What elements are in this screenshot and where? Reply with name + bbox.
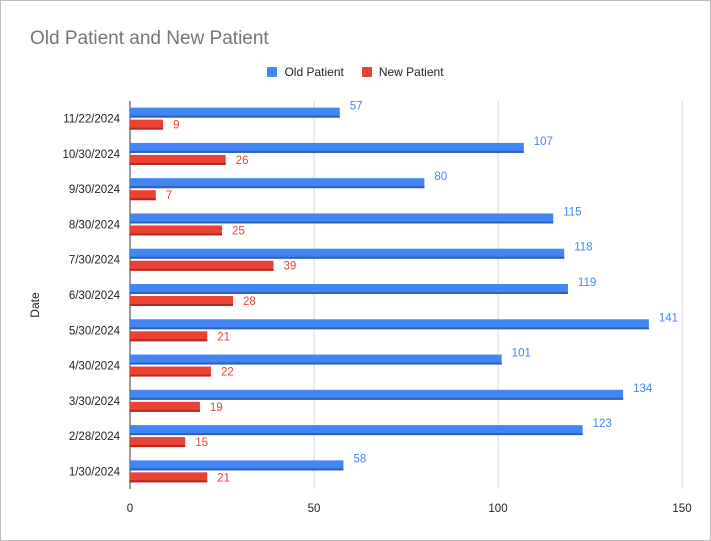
bar-new-patient xyxy=(130,366,211,377)
y-tick-label: 4/30/2024 xyxy=(69,361,121,373)
x-tick-label: 0 xyxy=(127,503,133,515)
bar-old-patient xyxy=(130,460,344,471)
bar-old-patient xyxy=(130,319,649,330)
data-label-new-patient: 25 xyxy=(232,225,245,237)
bar-old-patient xyxy=(130,178,425,189)
x-tick-label: 100 xyxy=(488,503,507,515)
legend-swatch-old-patient xyxy=(267,67,278,77)
chart-title: Old Patient and New Patient xyxy=(30,28,269,49)
bar-edge-new-patient xyxy=(130,304,234,306)
bar-new-patient xyxy=(130,119,164,130)
bar-edge-new-patient xyxy=(130,162,226,165)
data-label-new-patient: 7 xyxy=(166,190,172,202)
y-tick-label: 9/30/2024 xyxy=(69,184,121,196)
data-label-new-patient: 28 xyxy=(243,296,256,308)
bar-old-patient xyxy=(130,389,624,400)
data-label-old-patient: 123 xyxy=(593,418,612,430)
x-tick-label: 50 xyxy=(308,503,321,515)
data-label-old-patient: 119 xyxy=(578,277,596,289)
bar-old-patient xyxy=(130,284,568,294)
bar-new-patient xyxy=(130,401,200,412)
bar-edge-old-patient xyxy=(130,150,524,153)
bar-edge-new-patient xyxy=(130,198,156,201)
bar-old-patient xyxy=(130,354,502,365)
bar-edge-old-patient xyxy=(130,256,565,259)
bar-new-patient xyxy=(130,331,208,342)
bar-edge-old-patient xyxy=(130,433,583,436)
bar-edge-old-patient xyxy=(130,292,568,294)
legend-label-new-patient: New Patient xyxy=(378,65,444,79)
y-tick-label: 11/22/2024 xyxy=(63,114,120,126)
bar-edge-new-patient xyxy=(130,374,211,377)
data-label-new-patient: 9 xyxy=(173,120,179,132)
legend-item-new-patient[interactable]: New Patient xyxy=(361,65,444,79)
data-label-old-patient: 141 xyxy=(659,312,678,324)
data-label-new-patient: 21 xyxy=(217,331,230,343)
chart-legend: Old Patient New Patient xyxy=(1,65,710,79)
bar-old-patient xyxy=(130,213,554,224)
data-label-old-patient: 118 xyxy=(574,242,592,254)
bar-new-patient xyxy=(130,260,274,271)
bar-edge-new-patient xyxy=(130,339,208,342)
bar-edge-new-patient xyxy=(130,268,274,271)
data-label-old-patient: 134 xyxy=(633,383,653,395)
bar-new-patient xyxy=(130,154,226,165)
bar-edge-old-patient xyxy=(130,362,502,365)
data-label-old-patient: 115 xyxy=(563,206,581,218)
y-tick-label: 8/30/2024 xyxy=(69,219,121,231)
y-tick-label: 5/30/2024 xyxy=(69,325,121,337)
bar-old-patient xyxy=(130,107,340,118)
bar-old-patient xyxy=(130,248,565,259)
bar-edge-old-patient xyxy=(130,186,425,189)
y-tick-label: 1/30/2024 xyxy=(69,466,121,478)
bar-edge-new-patient xyxy=(130,233,222,236)
data-label-new-patient: 21 xyxy=(217,472,230,484)
bar-new-patient xyxy=(130,225,222,236)
data-label-old-patient: 80 xyxy=(434,171,447,183)
legend-label-old-patient: Old Patient xyxy=(284,65,344,79)
bar-edge-new-patient xyxy=(130,409,200,412)
data-label-new-patient: 19 xyxy=(210,402,223,414)
bar-new-patient xyxy=(130,190,156,201)
bar-new-patient xyxy=(130,437,186,448)
bar-edge-old-patient xyxy=(130,115,340,118)
data-label-old-patient: 58 xyxy=(353,453,366,465)
data-label-old-patient: 107 xyxy=(534,136,553,148)
bar-old-patient xyxy=(130,142,524,153)
legend-swatch-new-patient xyxy=(361,67,372,77)
y-tick-label: 10/30/2024 xyxy=(62,149,120,161)
bar-new-patient xyxy=(130,472,208,483)
y-tick-label: 6/30/2024 xyxy=(69,290,121,302)
y-tick-label: 3/30/2024 xyxy=(69,396,121,408)
bar-old-patient xyxy=(130,425,583,436)
x-tick-label: 150 xyxy=(672,503,691,515)
data-label-old-patient: 57 xyxy=(350,101,363,113)
data-label-new-patient: 22 xyxy=(221,367,234,379)
bar-edge-new-patient xyxy=(130,127,164,130)
y-tick-label: 7/30/2024 xyxy=(69,255,121,267)
bar-edge-new-patient xyxy=(130,445,186,448)
bar-edge-old-patient xyxy=(130,327,649,330)
data-label-new-patient: 15 xyxy=(195,437,208,449)
data-label-new-patient: 39 xyxy=(284,261,297,273)
bar-edge-old-patient xyxy=(130,468,344,471)
legend-item-old-patient[interactable]: Old Patient xyxy=(267,65,344,79)
bar-edge-old-patient xyxy=(130,221,554,224)
bar-new-patient xyxy=(130,296,234,306)
data-label-old-patient: 101 xyxy=(512,348,531,360)
bar-edge-new-patient xyxy=(130,480,208,483)
y-tick-label: 2/28/2024 xyxy=(69,431,121,443)
y-axis-title: Date xyxy=(28,292,42,318)
data-label-new-patient: 26 xyxy=(236,155,249,167)
bar-edge-old-patient xyxy=(130,397,624,400)
